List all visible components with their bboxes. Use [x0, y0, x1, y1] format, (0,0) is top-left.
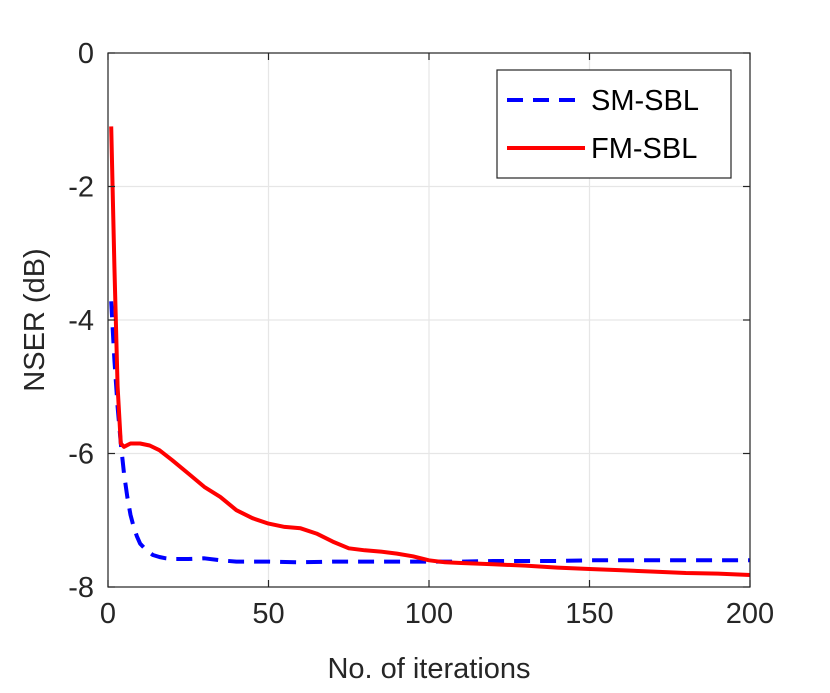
legend-label-sm-sbl: SM-SBL: [591, 85, 699, 117]
x-tick-label: 150: [565, 598, 613, 630]
series-layer: [109, 126, 751, 577]
x-axis-title: No. of iterations: [327, 653, 530, 685]
y-tick-label: -4: [68, 305, 94, 337]
x-tick-label: 200: [726, 598, 774, 630]
y-tick-label: 0: [78, 38, 94, 70]
x-tick-label: 100: [405, 598, 453, 630]
series-line-sm-sbl: [109, 301, 750, 565]
y-tick-label: -2: [68, 172, 94, 204]
x-tick-label: 50: [252, 598, 284, 630]
ticks-layer: [107, 52, 751, 588]
legend-label-fm-sbl: FM-SBL: [591, 133, 697, 165]
y-axis-title: NSER (dB): [19, 248, 51, 391]
y-tick-label: -6: [68, 439, 94, 471]
legend: SM-SBL FM-SBL: [496, 69, 732, 179]
tick-labels-layer: 0 50 100 150 200 0 -2 -4 -6 -8: [68, 38, 774, 630]
series-line-fm-sbl: [109, 126, 751, 577]
y-tick-label: -8: [68, 572, 94, 604]
x-tick-label: 0: [100, 598, 116, 630]
legend-box: [496, 69, 732, 179]
